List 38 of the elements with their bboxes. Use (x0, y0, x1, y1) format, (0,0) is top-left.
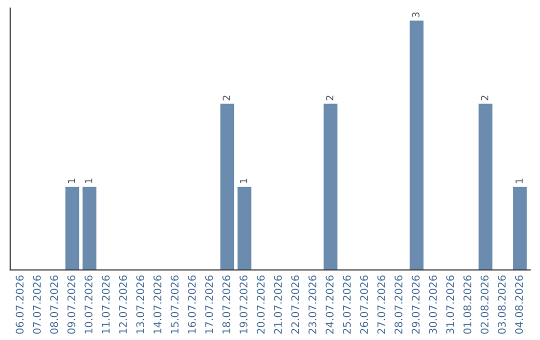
x-tick-label: 24.07.2026 (326, 275, 334, 334)
x-tick-label: 30.07.2026 (428, 275, 437, 334)
x-tick-label: 31.07.2026 (446, 275, 454, 334)
x-tick-label: 27.07.2026 (377, 275, 386, 334)
x-tick-label: 29.07.2026 (412, 275, 420, 334)
x-tick-label: 08.07.2026 (50, 275, 58, 334)
x-tick-label: 16.07.2026 (188, 275, 196, 334)
x-tick-label: 13.07.2026 (136, 275, 144, 334)
x-tick-label: 11.07.2026 (102, 275, 110, 334)
data-label: 2 (326, 96, 334, 100)
data-label: 3 (412, 12, 420, 18)
x-tick-label: 17.07.2026 (205, 275, 214, 334)
data-label: 1 (85, 178, 92, 184)
x-tick-label: 18.07.2026 (222, 275, 230, 334)
x-tick-label: 02.08.2026 (480, 275, 489, 334)
x-tick-label: 22.07.2026 (291, 275, 300, 334)
x-tick-label: 28.07.2026 (394, 275, 402, 334)
data-label: 1 (240, 178, 248, 184)
data-label: 2 (222, 96, 230, 100)
x-tick-label: 04.08.2026 (515, 275, 523, 334)
x-tick-label: 12.07.2026 (119, 275, 127, 334)
x-tick-label: 09.07.2026 (67, 275, 76, 334)
x-tick-label: 10.07.2026 (84, 275, 92, 334)
x-tick-label: 03.08.2026 (498, 275, 506, 334)
x-tick-label: 14.07.2026 (153, 275, 162, 334)
x-tick-label: 25.07.2026 (342, 275, 351, 334)
x-tick-label: 23.07.2026 (308, 275, 316, 334)
x-tick-label: 26.07.2026 (360, 275, 368, 334)
data-label: 1 (516, 178, 523, 184)
x-tick-label: 15.07.2026 (170, 275, 179, 334)
data-label: 2 (480, 96, 488, 100)
x-tick-label: 21.07.2026 (274, 275, 282, 334)
x-tick-label: 07.07.2026 (32, 275, 41, 334)
x-tick-label: 19.07.2026 (240, 275, 248, 334)
x-tick-label: 20.07.2026 (256, 275, 265, 334)
data-label: 1 (68, 178, 75, 184)
x-tick-label: 06.07.2026 (16, 275, 24, 334)
x-tick-label: 01.08.2026 (463, 275, 472, 334)
